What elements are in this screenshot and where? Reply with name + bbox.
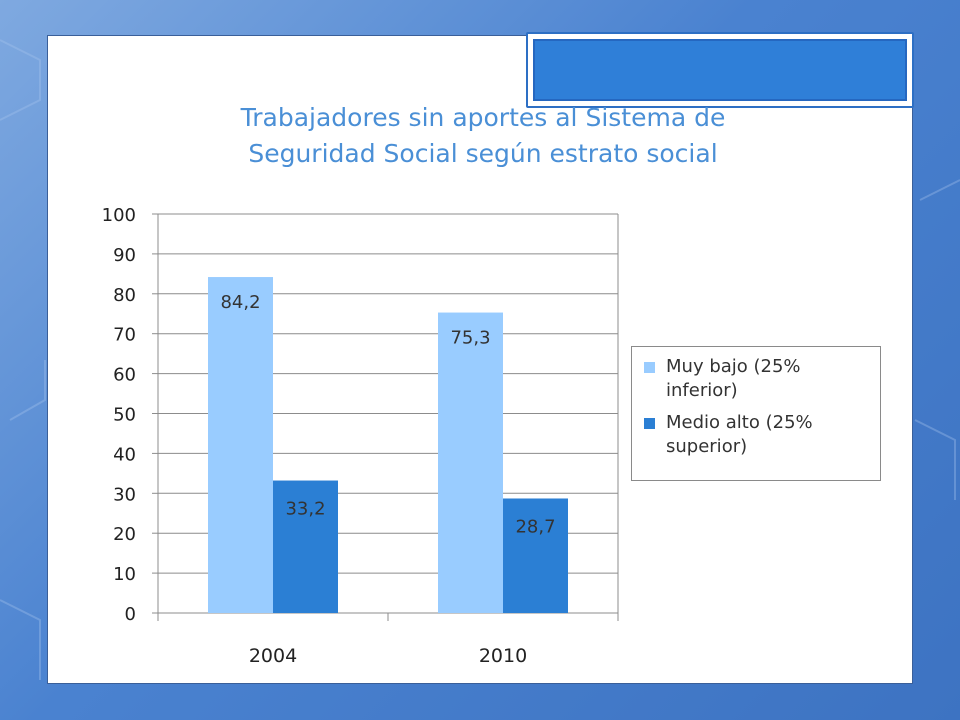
x-category-label-2010: 2010 bbox=[479, 645, 527, 667]
y-tick-label-70: 70 bbox=[113, 325, 136, 346]
bar-2004-series-2 bbox=[273, 480, 338, 613]
y-tick-label-40: 40 bbox=[113, 444, 136, 465]
legend-label-medio-alto-line2: superior) bbox=[666, 436, 748, 457]
y-tick-label-90: 90 bbox=[113, 245, 136, 266]
data-label-2010-series-1: 75,3 bbox=[450, 328, 490, 349]
y-tick-label-50: 50 bbox=[113, 405, 136, 426]
slide-header-tab bbox=[526, 32, 914, 108]
header-tab-fill bbox=[533, 39, 907, 101]
y-tick-label-0: 0 bbox=[125, 604, 136, 625]
legend-swatch-medio-alto bbox=[644, 418, 655, 429]
y-tick-label-10: 10 bbox=[113, 564, 136, 585]
y-tick-label-30: 30 bbox=[113, 484, 136, 505]
legend-item-muy-bajo: Muy bajo (25% inferior) bbox=[644, 355, 868, 403]
chart-legend: Muy bajo (25% inferior) Medio alto (25% … bbox=[631, 346, 881, 481]
legend-swatch-muy-bajo bbox=[644, 362, 655, 373]
legend-item-medio-alto: Medio alto (25% superior) bbox=[644, 411, 868, 459]
x-category-label-2004: 2004 bbox=[249, 645, 297, 667]
chart-title: Trabajadores sin aportes al Sistema de S… bbox=[0, 100, 960, 172]
data-label-2010-series-2: 28,7 bbox=[515, 516, 555, 537]
bar-2010-series-1 bbox=[438, 312, 503, 613]
legend-label-muy-bajo-line1: Muy bajo (25% bbox=[666, 356, 801, 377]
y-tick-label-60: 60 bbox=[113, 365, 136, 386]
data-label-2004-series-1: 84,2 bbox=[220, 292, 260, 313]
bar-2004-series-1 bbox=[208, 277, 273, 613]
title-line-2: Seguridad Social según estrato social bbox=[248, 139, 718, 168]
y-tick-label-100: 100 bbox=[102, 205, 136, 226]
data-label-2004-series-2: 33,2 bbox=[285, 499, 325, 520]
title-line-1: Trabajadores sin aportes al Sistema de bbox=[240, 103, 726, 132]
y-tick-label-20: 20 bbox=[113, 524, 136, 545]
legend-label-medio-alto-line1: Medio alto (25% bbox=[666, 412, 813, 433]
y-tick-label-80: 80 bbox=[113, 285, 136, 306]
bar-2010-series-2 bbox=[503, 498, 568, 613]
legend-label-muy-bajo-line2: inferior) bbox=[666, 380, 738, 401]
